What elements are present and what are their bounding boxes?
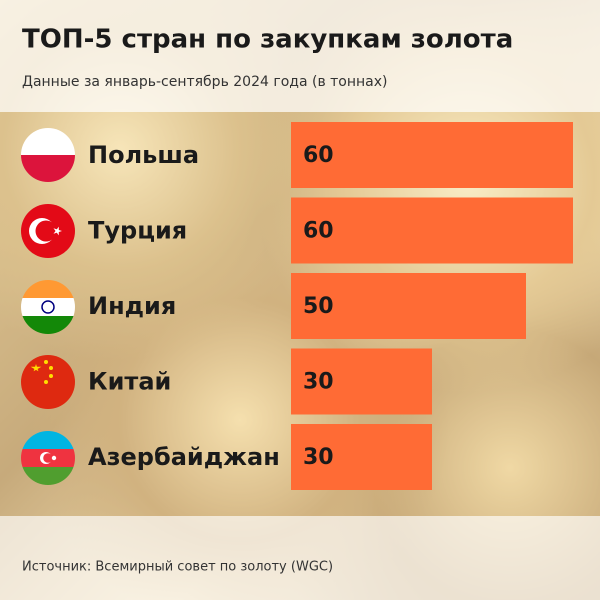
- flag-turkey: [21, 204, 75, 258]
- value-label: 50: [303, 294, 334, 319]
- bar: [291, 273, 526, 339]
- value-label: 30: [303, 370, 334, 395]
- chart-subtitle: Данные за январь-сентябрь 2024 года (в т…: [22, 74, 388, 90]
- footer-overlay: [0, 516, 600, 600]
- value-label: 30: [303, 445, 334, 470]
- category-label: Польша: [88, 141, 199, 169]
- category-label: Индия: [88, 292, 176, 320]
- bar: [291, 424, 432, 490]
- bar: [291, 122, 573, 188]
- flag-india: [21, 280, 75, 334]
- flag-poland: [21, 128, 75, 182]
- header-overlay: [0, 0, 600, 112]
- chart-title: ТОП-5 стран по закупкам золота: [22, 25, 513, 55]
- bar: [291, 197, 573, 264]
- source: Источник: Всемирный совет по золоту (WGC…: [22, 560, 333, 575]
- value-label: 60: [303, 143, 334, 168]
- category-label: Китай: [88, 368, 171, 396]
- flag-azerbaijan: [21, 431, 75, 485]
- category-label: Турция: [88, 217, 187, 245]
- bar: [291, 348, 432, 415]
- category-label: Азербайджан: [88, 443, 280, 471]
- value-label: 60: [303, 219, 334, 244]
- flag-china: [21, 355, 75, 409]
